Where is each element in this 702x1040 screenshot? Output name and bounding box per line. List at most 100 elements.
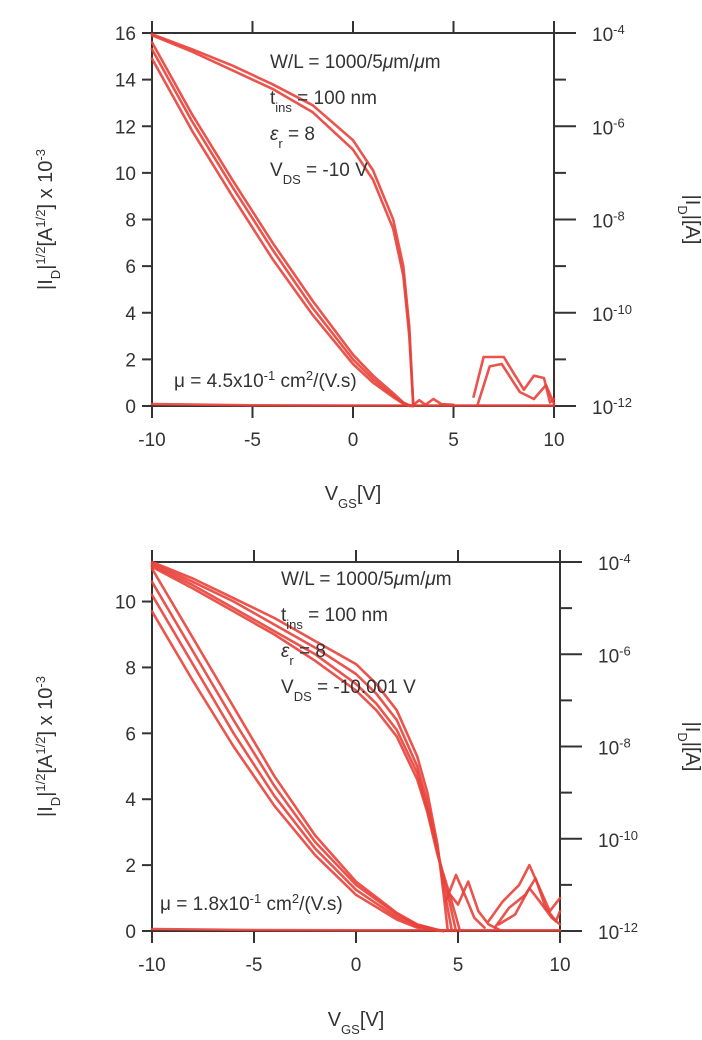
annotation-tins-part-2: = 100 nm bbox=[303, 605, 388, 626]
annotation-er-part-0: ε bbox=[270, 124, 279, 145]
series-line-9 bbox=[446, 880, 501, 931]
annotation-er-part-0: ε bbox=[281, 641, 290, 662]
series-line-13 bbox=[497, 886, 562, 926]
annotation-wl-part-0: W/L = 1000/5 bbox=[281, 569, 394, 590]
annotation-mobility-part-1: -1 bbox=[250, 891, 262, 906]
annotation-er-part-2: = 8 bbox=[294, 641, 326, 662]
annotation-er-part-1: r bbox=[278, 136, 283, 151]
annotation-vds-part-2: = -10.001 V bbox=[312, 677, 416, 698]
x-axis-title-part-1: GS bbox=[341, 1022, 360, 1037]
y-right-axis-title-part-2: | bbox=[681, 742, 702, 747]
y-right-tick-label-1-part-0: 10 bbox=[598, 646, 619, 667]
annotation-wl-part-2: m/ bbox=[393, 52, 415, 73]
y-right-tick-label-0: 10-4 bbox=[592, 22, 625, 47]
annotation-wl-part-3: μ bbox=[413, 52, 425, 73]
y-right-axis-title-part-0: |I bbox=[681, 722, 702, 733]
y-right-tick-label-3-part-0: 10 bbox=[592, 305, 613, 326]
x-tick-label-4: 10 bbox=[543, 430, 564, 451]
series-line-3 bbox=[150, 567, 445, 933]
series-line-8 bbox=[476, 362, 556, 407]
x-axis-title-part-2: [V] bbox=[360, 1009, 384, 1031]
annotation-tins: tins = 100 nm bbox=[281, 605, 388, 632]
annotation-vds-part-2: = -10 V bbox=[301, 160, 368, 181]
y-left-axis-title-part-2: | bbox=[35, 265, 57, 270]
annotation-er-part-2: = 8 bbox=[283, 124, 315, 145]
y-right-axis-title-part-2: | bbox=[681, 215, 702, 220]
y-right-tick-label-0-part-0: 10 bbox=[592, 25, 613, 46]
x-tick-label-1: -5 bbox=[246, 955, 263, 976]
x-tick-label-2: 0 bbox=[351, 955, 362, 976]
y-right-tick-label-2-part-1: -8 bbox=[613, 208, 625, 223]
annotation-er: εr = 8 bbox=[281, 641, 326, 668]
annotation-mobility-part-2: cm bbox=[275, 371, 306, 392]
y-right-tick-label-0-part-1: -4 bbox=[613, 22, 625, 37]
y-left-tick-label-6: 12 bbox=[115, 117, 136, 138]
annotation-er-part-1: r bbox=[289, 653, 294, 668]
x-axis-title-part-0: V bbox=[328, 1009, 342, 1031]
annotation-er: εr = 8 bbox=[270, 124, 315, 151]
annotation-vds-part-1: DS bbox=[283, 172, 301, 187]
x-tick-label-4: 10 bbox=[549, 955, 570, 976]
y-left-tick-label-5: 10 bbox=[115, 593, 136, 614]
y-left-tick-label-3: 6 bbox=[125, 724, 136, 745]
y-right-axis-title-part-1: D bbox=[676, 205, 691, 214]
annotation-mobility-part-4: /(V.s) bbox=[299, 894, 343, 915]
annotation-mobility: μ = 4.5x10-1 cm2/(V.s) bbox=[174, 368, 357, 393]
annotation-mobility-part-0: μ = 1.8x10 bbox=[160, 894, 250, 915]
y-left-axis-title-part-7: -3 bbox=[33, 149, 48, 161]
annotation-vds-part-0: V bbox=[281, 677, 294, 698]
y-left-axis-title-part-3: 1/2 bbox=[33, 774, 48, 792]
annotation-wl: W/L = 1000/5μm/μm bbox=[270, 52, 441, 73]
y-left-tick-label-0: 0 bbox=[125, 397, 136, 418]
annotation-wl-part-2: m/ bbox=[404, 569, 426, 590]
annotation-vds: VDS = -10.001 V bbox=[281, 677, 416, 704]
annotation-wl-part-4: m bbox=[436, 569, 452, 590]
y-left-axis-title-part-4: [A bbox=[35, 227, 57, 247]
annotation-mobility-part-4: /(V.s) bbox=[313, 371, 357, 392]
annotation-mobility-part-1: -1 bbox=[264, 368, 276, 383]
y-right-tick-label-2-part-1: -8 bbox=[619, 735, 631, 750]
y-right-tick-label-4-part-0: 10 bbox=[598, 923, 619, 944]
series-line-10 bbox=[444, 873, 486, 929]
annotation-mobility-part-2: cm bbox=[261, 894, 292, 915]
y-left-axis-title-part-6: ] x 10 bbox=[35, 161, 57, 210]
y-right-tick-label-0-part-1: -4 bbox=[619, 551, 631, 566]
y-left-axis-title-part-1: D bbox=[48, 270, 63, 279]
y-left-tick-label-0: 0 bbox=[125, 922, 136, 943]
y-right-tick-label-1: 10-6 bbox=[598, 643, 631, 668]
x-axis-title: VGS[V] bbox=[325, 483, 382, 511]
y-left-tick-label-3: 6 bbox=[125, 257, 136, 278]
y-left-axis-title-part-6: ] x 10 bbox=[35, 688, 57, 737]
y-right-tick-label-3: 10-10 bbox=[592, 301, 632, 326]
y-left-axis-title-part-3: 1/2 bbox=[33, 247, 48, 265]
y-left-axis-title-part-1: D bbox=[48, 797, 63, 806]
y-right-tick-label-3-part-1: -10 bbox=[613, 301, 632, 316]
series-line-6 bbox=[412, 397, 455, 407]
annotation-tins-part-0: t bbox=[281, 605, 287, 626]
x-tick-label-3: 5 bbox=[448, 430, 459, 451]
y-right-tick-label-0: 10-4 bbox=[598, 551, 631, 576]
y-right-tick-label-0-part-0: 10 bbox=[598, 554, 619, 575]
y-right-tick-label-3-part-1: -10 bbox=[619, 827, 638, 842]
y-left-tick-label-2: 4 bbox=[125, 304, 136, 325]
y-left-tick-label-2: 4 bbox=[125, 790, 136, 811]
y-right-tick-label-2: 10-8 bbox=[592, 208, 625, 233]
chart-panel-2: -10 -5 0 5 10024681010-410-610-810-1010-12W/… bbox=[33, 550, 702, 1037]
y-left-axis-title-part-5: 1/2 bbox=[33, 737, 48, 755]
annotation-mobility-part-3: 2 bbox=[306, 368, 313, 383]
y-right-axis-title: |ID|[A] bbox=[676, 195, 702, 245]
annotation-wl-part-1: μ bbox=[393, 569, 405, 590]
y-left-tick-label-7: 14 bbox=[115, 71, 137, 92]
y-left-axis-title-part-0: |I bbox=[35, 806, 57, 817]
annotation-wl-part-1: μ bbox=[382, 52, 394, 73]
annotation-tins-part-0: t bbox=[270, 88, 276, 109]
x-tick-label-0: -10 bbox=[138, 955, 165, 976]
y-left-tick-label-4: 8 bbox=[125, 658, 136, 679]
annotation-mobility-part-3: 2 bbox=[292, 891, 299, 906]
annotation-vds-part-0: V bbox=[270, 160, 283, 181]
x-axis-title-part-2: [V] bbox=[357, 483, 381, 505]
x-tick-label-2: 0 bbox=[348, 430, 359, 451]
y-left-tick-label-8: 16 bbox=[115, 24, 136, 45]
